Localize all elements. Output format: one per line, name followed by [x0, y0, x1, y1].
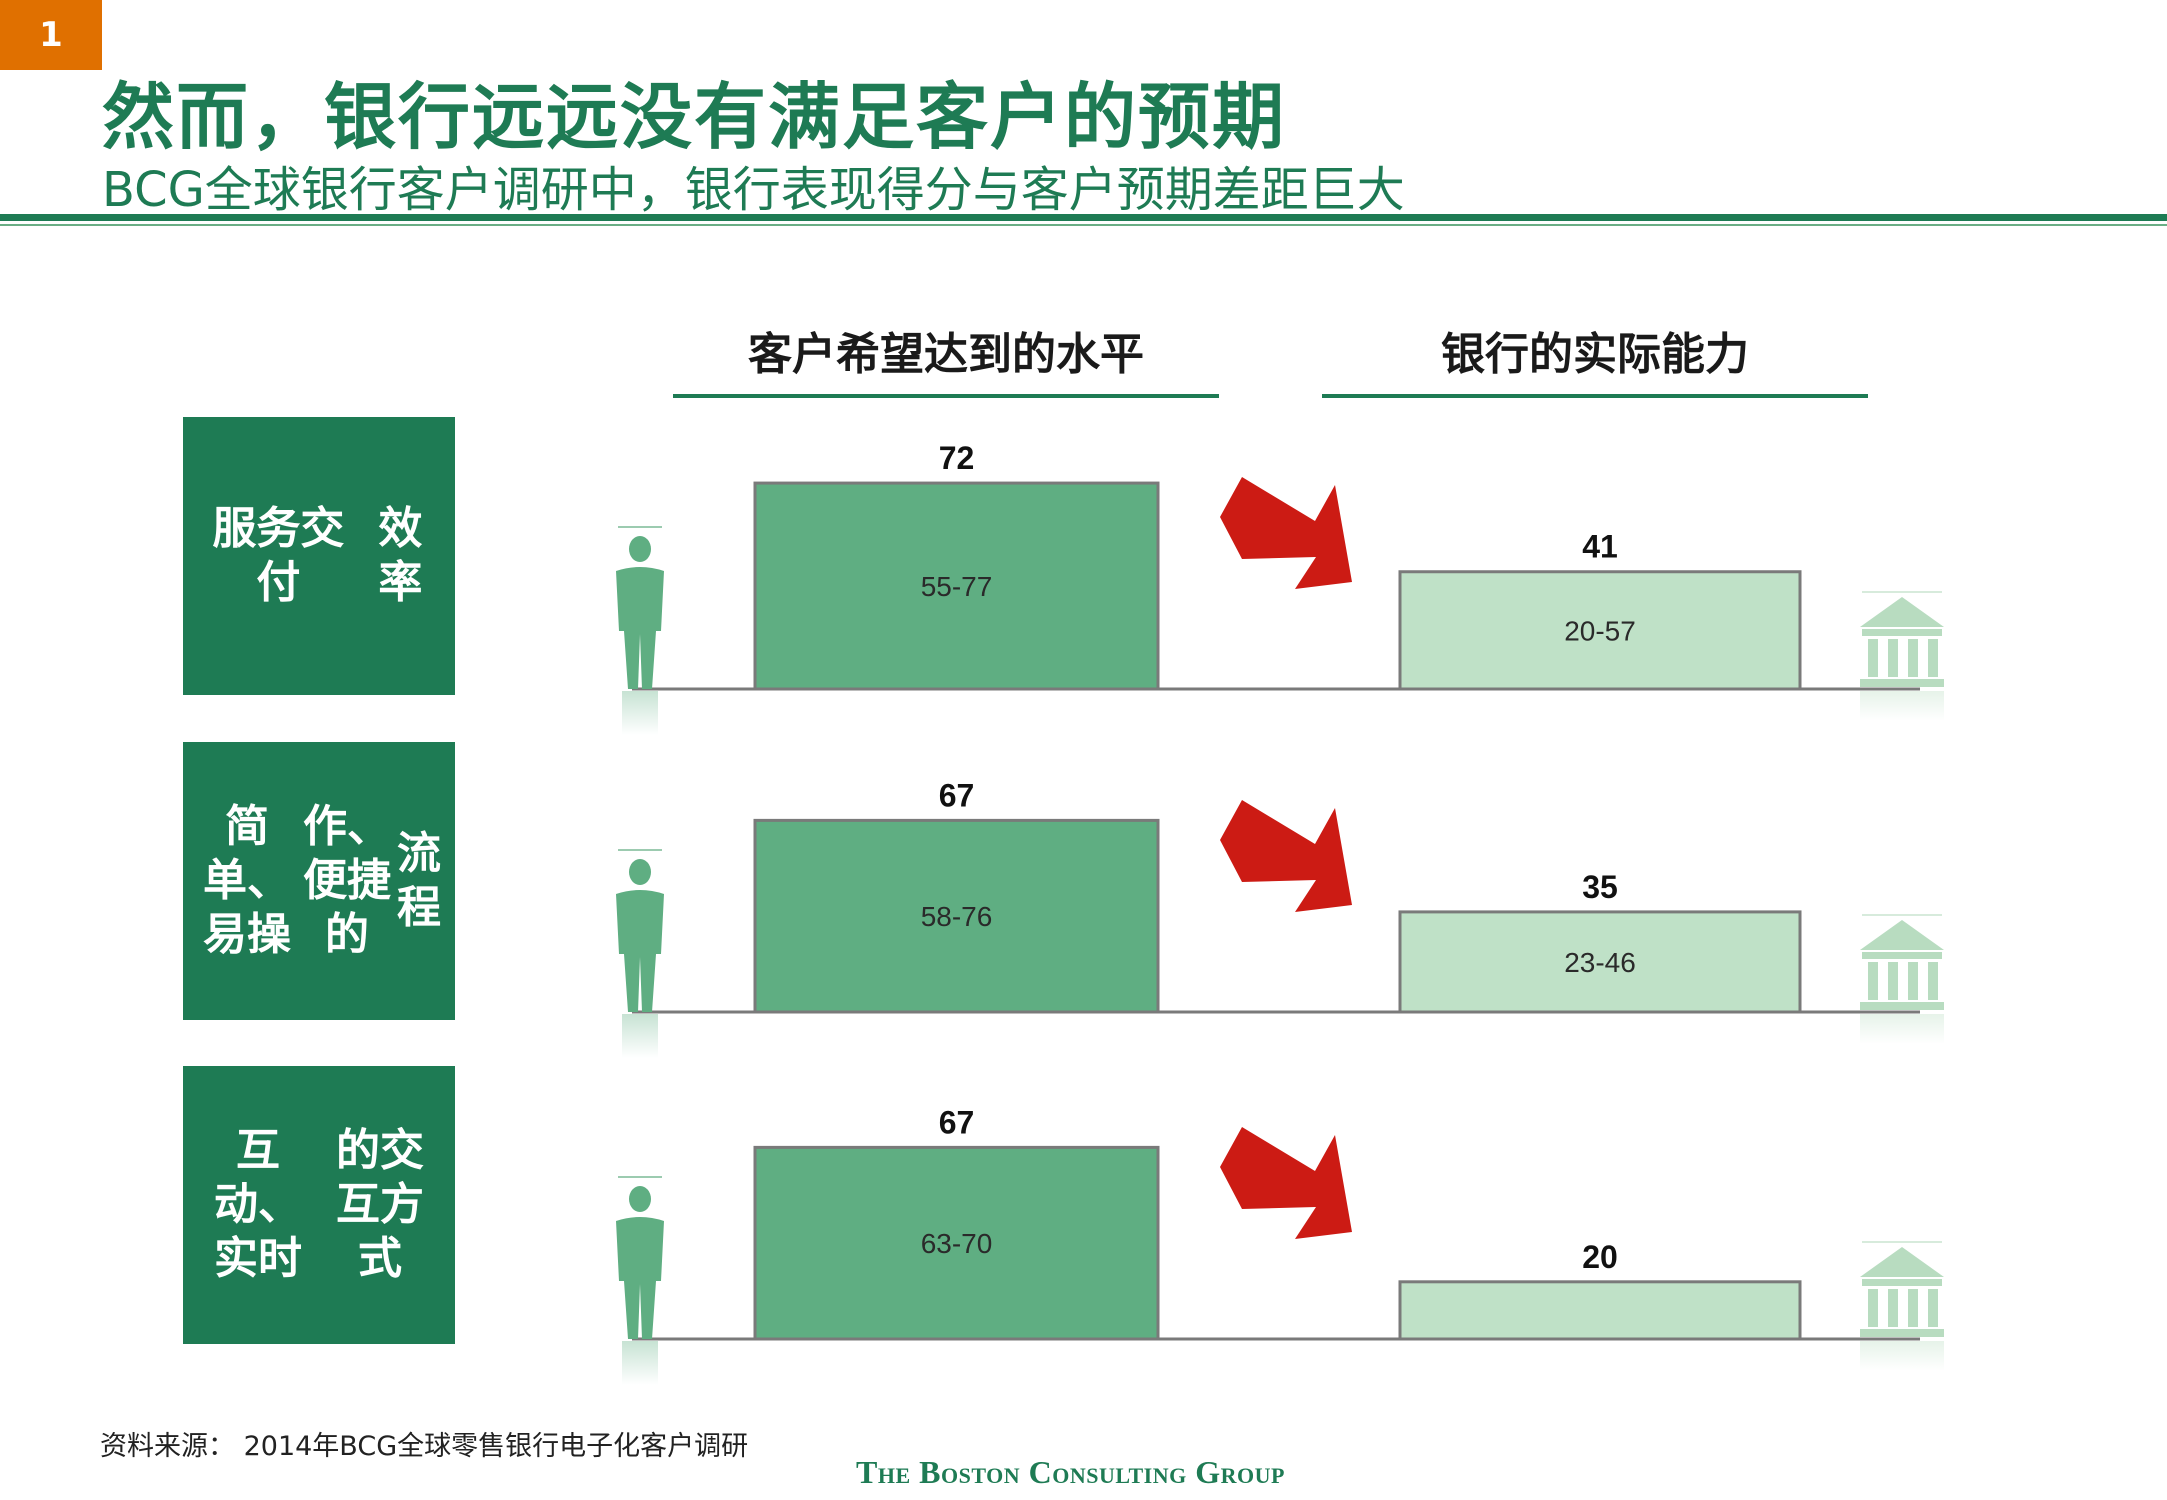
red-arrow-icon	[1220, 1127, 1352, 1239]
bar-actual	[1398, 1280, 1802, 1341]
person-icon	[616, 849, 664, 1058]
range-label-expected: 55-77	[921, 571, 993, 602]
range-label-actual: 23-46	[1564, 947, 1636, 978]
red-arrow-icon	[1220, 800, 1352, 912]
header-divider-thin	[0, 224, 2167, 226]
row-label-line: 效率	[378, 503, 423, 608]
value-label-expected: 72	[939, 440, 975, 476]
row-label-line: 作、便捷的	[303, 801, 391, 960]
bar-expected	[753, 481, 1160, 691]
row-label-realtime-interaction: 互动、实时 的交互方式	[183, 1066, 455, 1344]
bank-icon	[1860, 914, 1944, 1044]
bar-expected	[753, 818, 1160, 1014]
value-label-expected: 67	[939, 1104, 975, 1140]
row-label-line: 的交互方式	[336, 1125, 424, 1284]
row-label-line: 简单、易操	[203, 801, 291, 960]
value-label-actual: 41	[1582, 529, 1618, 565]
row-label-simple-process: 简单、易操 作、便捷的 流程	[183, 742, 455, 1020]
value-label-actual: 35	[1582, 869, 1618, 905]
bar-expected	[753, 1145, 1160, 1341]
range-label-expected: 63-70	[921, 1228, 993, 1259]
row-label-line: 流程	[397, 828, 441, 933]
bank-icon	[1860, 1241, 1944, 1371]
page-subtitle: BCG全球银行客户调研中，银行表现得分与客户预期差距巨大	[102, 162, 1405, 218]
column-header-expected: 客户希望达到的水平	[748, 329, 1144, 380]
header-divider	[0, 214, 2167, 221]
row-label-service-efficiency: 服务交付 效率	[183, 417, 455, 695]
bar-actual	[1398, 570, 1802, 691]
bcg-logo: The Boston Consulting Group	[856, 1454, 1285, 1490]
range-label-expected: 58-76	[921, 901, 993, 932]
row-label-line: 服务交付	[212, 503, 345, 608]
bank-icon	[1860, 591, 1944, 721]
person-icon	[616, 1176, 664, 1385]
row-label-line: 互动、实时	[214, 1125, 302, 1284]
range-label-actual: 20-57	[1564, 615, 1636, 646]
column-underline-expected	[673, 394, 1219, 398]
bar-actual	[1398, 910, 1802, 1014]
page-title: 然而，银行远远没有满足客户的预期	[102, 75, 1287, 159]
page-number-badge: 1	[0, 0, 102, 70]
source-note: 资料来源： 2014年BCG全球零售银行电子化客户调研	[100, 1431, 749, 1462]
column-header-actual: 银行的实际能力	[1441, 329, 1749, 380]
value-label-expected: 67	[939, 777, 975, 813]
person-icon	[616, 526, 664, 735]
value-label-actual: 20	[1582, 1239, 1618, 1275]
red-arrow-icon	[1220, 477, 1352, 589]
column-underline-actual	[1322, 394, 1868, 398]
